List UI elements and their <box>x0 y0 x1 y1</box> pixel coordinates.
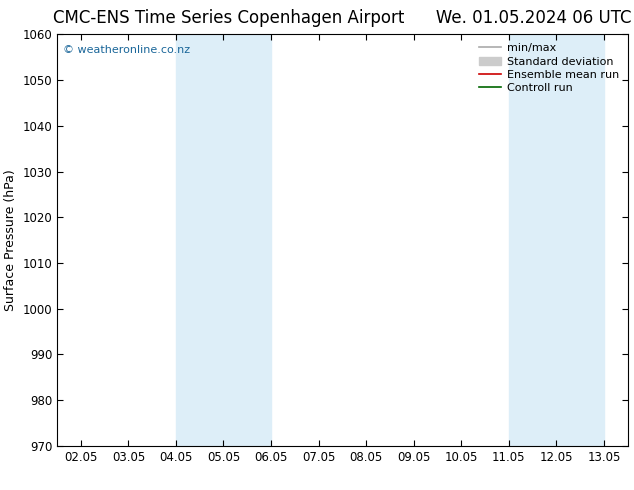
Bar <box>508 34 604 446</box>
Title: CMC-ENS Time Series Copenhagen Airport      We. 01.05.2024 06 UTC: CMC-ENS Time Series Copenhagen Airport W… <box>53 9 631 27</box>
Y-axis label: Surface Pressure (hPa): Surface Pressure (hPa) <box>4 169 17 311</box>
Legend: min/max, Standard deviation, Ensemble mean run, Controll run: min/max, Standard deviation, Ensemble me… <box>476 40 622 97</box>
Text: © weatheronline.co.nz: © weatheronline.co.nz <box>63 45 190 54</box>
Bar <box>176 34 271 446</box>
